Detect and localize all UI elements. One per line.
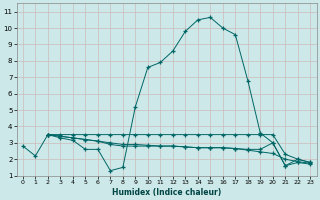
X-axis label: Humidex (Indice chaleur): Humidex (Indice chaleur)	[112, 188, 221, 197]
